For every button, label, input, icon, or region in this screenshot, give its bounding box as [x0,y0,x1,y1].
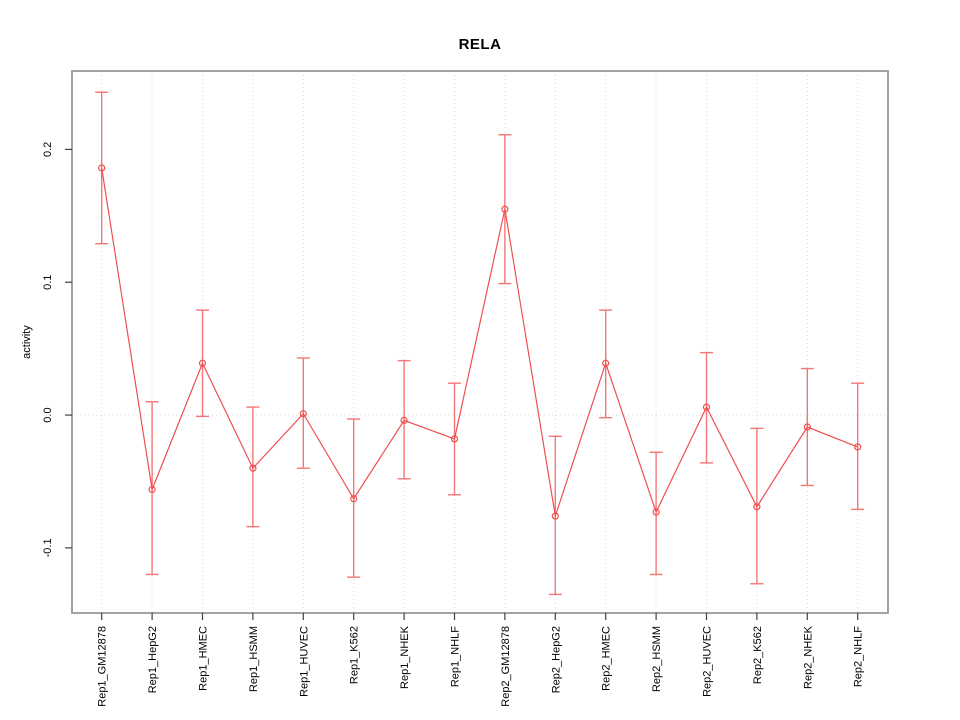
data-point-marker [198,359,207,367]
x-tick-label: Rep2_NHLF [853,626,865,687]
data-point-marker [551,512,559,520]
x-tick-label: Rep2_GM12878 [500,626,512,707]
x-tick-label: Rep1_NHLF [450,626,462,687]
data-point-marker [350,495,358,503]
chart-title: RELA [458,36,502,53]
x-tick-label: Rep2_HUVEC [702,626,714,697]
x-tick-label: Rep2_HSMM [651,626,663,692]
data-point-marker [803,423,811,431]
data-point-marker [299,410,307,418]
x-tick-label: Rep1_NHEK [399,625,411,689]
data-point-marker [702,403,711,411]
x-tick-label: Rep1_HMEC [198,626,210,691]
x-tick-label: Rep2_HepG2 [550,626,562,693]
series-line [101,167,858,517]
plot-border [71,70,889,614]
x-tick-label: Rep1_K562 [349,626,361,684]
data-point-marker [602,359,610,367]
x-tick-label: Rep2_K562 [752,626,764,684]
data-point-marker [652,508,660,516]
x-tick-label: Rep2_NHEK [802,625,814,689]
data-point-marker [400,416,408,424]
x-tick-label: Rep1_HSMM [248,626,260,692]
data-point-marker [753,503,761,511]
data-point-marker [249,464,257,472]
x-tick-label: Rep1_GM12878 [97,626,109,707]
data-point-marker [98,164,106,172]
y-tick-label: -0.1 [42,538,54,557]
data-point-marker [501,205,509,213]
y-tick-label: 0.1 [42,275,54,290]
data-point-marker [148,485,156,494]
x-tick-label: Rep2_HMEC [601,626,613,691]
y-tick-label: 0.2 [42,142,54,157]
data-point-marker [854,443,862,451]
y-tick-label: 0.0 [42,407,54,422]
x-tick-label: Rep1_HepG2 [147,626,159,693]
x-tick-label: Rep1_HUVEC [298,626,310,697]
data-point-marker [450,435,459,443]
